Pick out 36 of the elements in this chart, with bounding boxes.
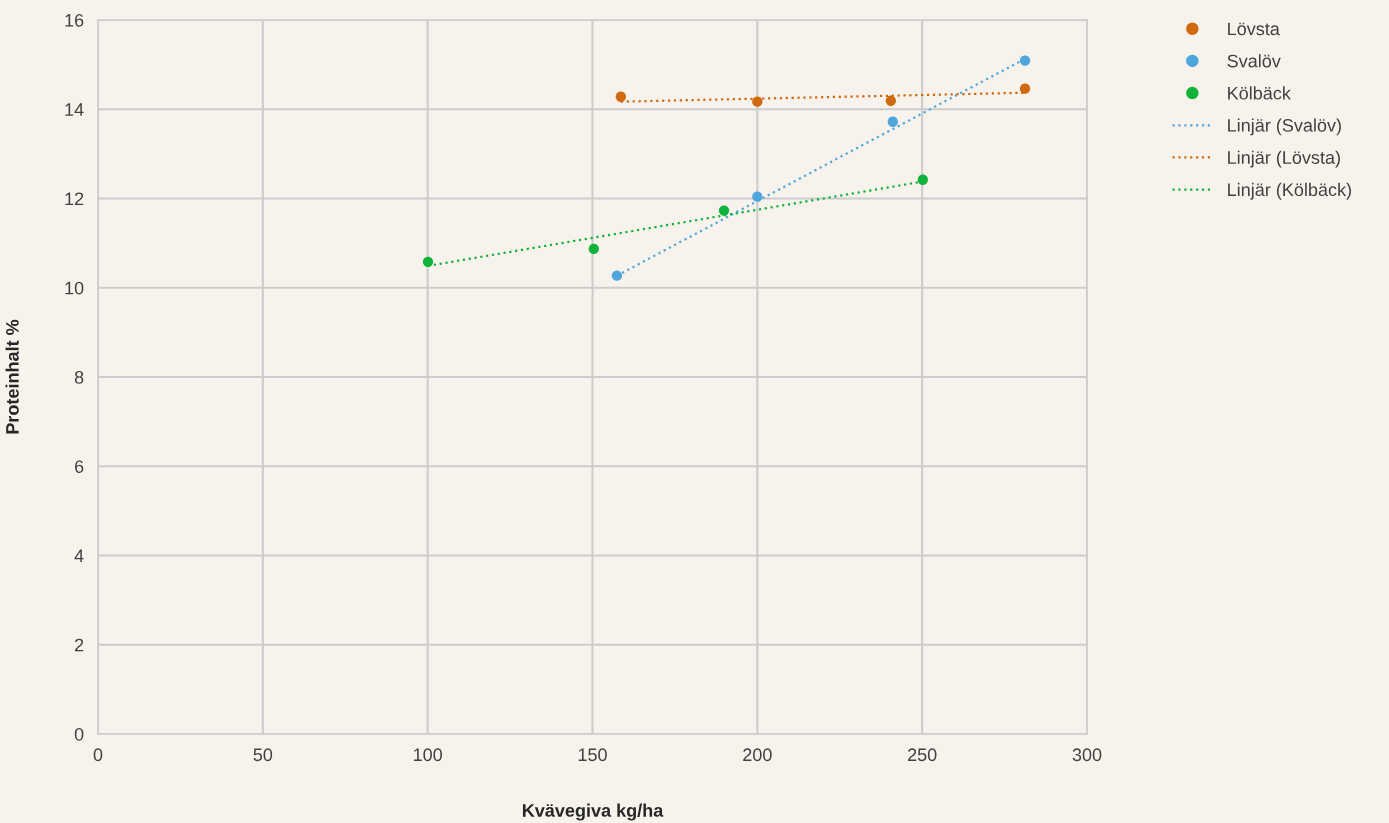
x-tick-label: 50 xyxy=(253,748,273,762)
legend-label: Linjär (Lövsta) xyxy=(1228,150,1340,168)
point xyxy=(718,205,730,216)
y-tick-label: 16 xyxy=(65,13,84,27)
point xyxy=(611,270,623,281)
point xyxy=(1019,55,1031,66)
x-tick-label: 0 xyxy=(93,748,103,762)
x-tick-label: 200 xyxy=(743,748,772,762)
legend-label: Lövsta xyxy=(1228,22,1280,36)
y-tick-label: 0 xyxy=(74,727,84,741)
x-tick-label: 250 xyxy=(908,748,937,762)
point xyxy=(1019,83,1031,94)
legend-label: Svalöv xyxy=(1227,54,1281,68)
legend-label: Kölbäck xyxy=(1228,86,1291,100)
y-tick-label: 8 xyxy=(74,370,84,384)
point xyxy=(588,243,599,255)
point xyxy=(615,91,626,102)
x-axis-title: Kvävegiva kg/ha xyxy=(522,803,664,821)
point xyxy=(885,95,896,106)
y-tick-label: 12 xyxy=(65,192,84,206)
point xyxy=(917,174,928,185)
x-tick-label: 300 xyxy=(1072,748,1102,762)
point xyxy=(752,191,763,202)
y-tick-label: 6 xyxy=(74,460,84,473)
y-tick-label: 14 xyxy=(65,103,84,116)
y-tick-label: 2 xyxy=(74,638,84,652)
y-tick-label: 4 xyxy=(74,549,84,563)
x-tick-label: 100 xyxy=(413,748,443,762)
y-axis-title: Proteinhalt % xyxy=(5,319,19,434)
legend-label: Linjär (Svalöv) xyxy=(1228,118,1341,136)
point xyxy=(887,116,898,127)
x-tick-label: 150 xyxy=(578,748,607,762)
legend-label: Linjär (Kölbäck) xyxy=(1228,182,1351,200)
point xyxy=(422,256,434,268)
point xyxy=(752,96,763,107)
y-tick-label: 10 xyxy=(65,281,84,295)
